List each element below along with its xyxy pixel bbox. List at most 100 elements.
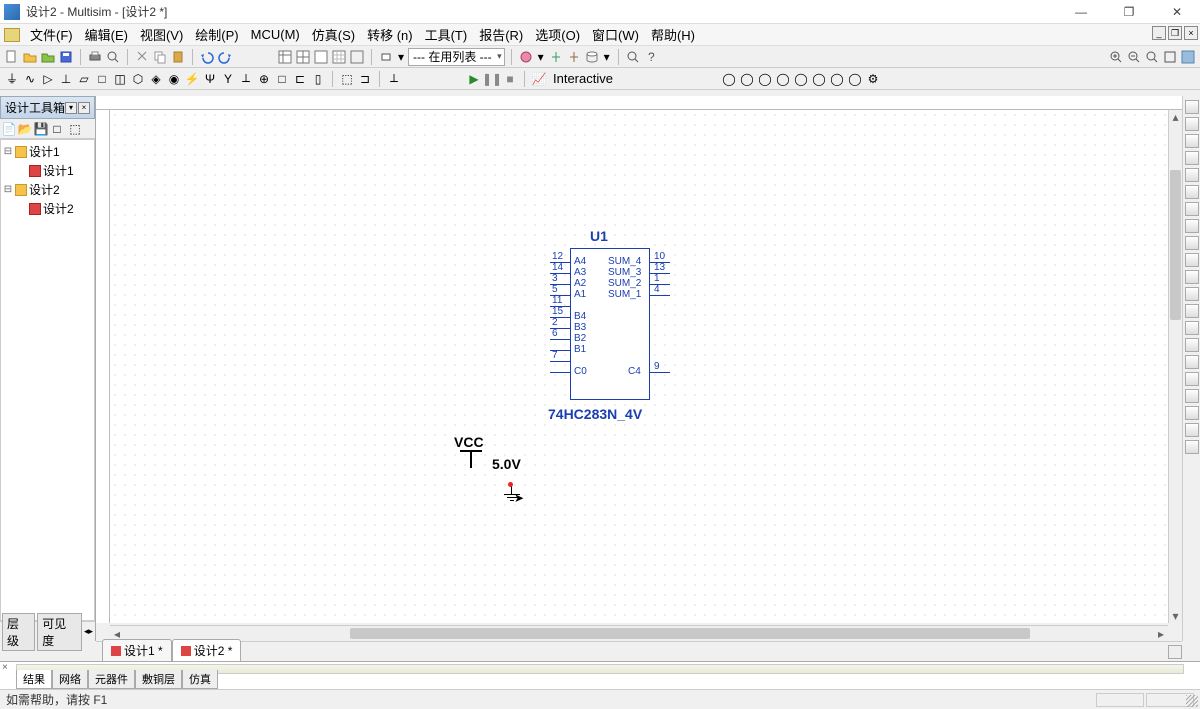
help-button[interactable]: ? [643, 49, 659, 65]
open-button[interactable] [22, 49, 38, 65]
place-ttl-button[interactable]: □ [94, 71, 110, 87]
menu-transfer[interactable]: 转移 (n) [361, 23, 419, 46]
probe8-button[interactable]: ◯ [847, 71, 863, 87]
place-electromech-button[interactable]: ⊕ [256, 71, 272, 87]
place-analog-button[interactable]: ▱ [76, 71, 92, 87]
undo-button[interactable] [199, 49, 215, 65]
in-use-list-dropdown[interactable]: --- 在用列表 --- [408, 48, 505, 66]
instrument-iv-button[interactable] [1185, 270, 1199, 284]
tree-node-design2-child[interactable]: 设计2 [17, 199, 92, 218]
instrument-distortion-button[interactable] [1185, 287, 1199, 301]
menu-help[interactable]: 帮助(H) [645, 23, 701, 46]
menu-edit[interactable]: 编辑(E) [79, 23, 134, 46]
instrument-multimeter-button[interactable] [1185, 100, 1199, 114]
tree-node-design1[interactable]: ⊟ 设计1 [3, 142, 92, 161]
output-tab-results[interactable]: 结果 [16, 670, 52, 689]
instrument-freq-button[interactable] [1185, 202, 1199, 216]
instrument-spectrum-button[interactable] [1185, 304, 1199, 318]
output-tab-simulation[interactable]: 仿真 [182, 670, 218, 689]
component-dd-button[interactable]: ▾ [396, 49, 406, 65]
db-dd-button[interactable]: ▾ [602, 49, 612, 65]
erc-dd-button[interactable]: ▾ [536, 49, 546, 65]
bus-button[interactable]: ⊐ [357, 71, 373, 87]
tree-node-design1-child[interactable]: 设计1 [17, 161, 92, 180]
place-rf-button[interactable]: ⟂ [238, 71, 254, 87]
output-tab-components[interactable]: 元器件 [88, 670, 135, 689]
doc-tab-design1[interactable]: 设计1 * [102, 639, 172, 661]
run-button[interactable]: ▶ [466, 71, 482, 87]
place-source-button[interactable]: ⏚ [4, 71, 20, 87]
probe1-button[interactable]: ◯ [721, 71, 737, 87]
probe7-button[interactable]: ◯ [829, 71, 845, 87]
zoom-fit-button[interactable] [1162, 49, 1178, 65]
maximize-button[interactable]: ❐ [1114, 2, 1144, 22]
instrument-funcgen-button[interactable] [1185, 117, 1199, 131]
horizontal-scrollbar[interactable]: ◂ ▸ [110, 625, 1168, 641]
sidebar-tab-hierarchy[interactable]: 层级 [2, 613, 35, 651]
vscroll-thumb[interactable] [1170, 170, 1181, 320]
probe5-button[interactable]: ◯ [793, 71, 809, 87]
component-button[interactable] [378, 49, 394, 65]
zoom-out-button[interactable] [1126, 49, 1142, 65]
instrument-wattmeter-button[interactable] [1185, 134, 1199, 148]
instrument-elvis-button[interactable] [1185, 423, 1199, 437]
menu-simulate[interactable]: 仿真(S) [306, 23, 361, 46]
design-tree[interactable]: ⊟ 设计1 设计1 ⊟ 设计2 设计2 [0, 139, 95, 621]
find-button[interactable] [625, 49, 641, 65]
junction-button[interactable]: ⟂ [386, 71, 402, 87]
menu-file[interactable]: 文件(F) [24, 23, 79, 46]
probe3-button[interactable]: ◯ [757, 71, 773, 87]
close-button[interactable]: ✕ [1162, 2, 1192, 22]
sidebar-pin-button[interactable]: ▾ [65, 102, 77, 114]
place-diode-button[interactable]: ▷ [40, 71, 56, 87]
place-indicator-button[interactable]: ◉ [166, 71, 182, 87]
output-close-button[interactable]: × [2, 662, 14, 674]
hierarchy-button[interactable]: ⬚ [339, 71, 355, 87]
toggle-spreadsheet-button[interactable] [277, 49, 293, 65]
menu-window[interactable]: 窗口(W) [586, 23, 645, 46]
probe6-button[interactable]: ◯ [811, 71, 827, 87]
instrument-labview-button[interactable] [1185, 406, 1199, 420]
instrument-logicconv-button[interactable] [1185, 253, 1199, 267]
vertical-scrollbar[interactable]: ▴ ▾ [1168, 110, 1182, 623]
menu-options[interactable]: 选项(O) [529, 23, 586, 46]
mdi-close-button[interactable]: × [1184, 26, 1198, 40]
instrument-tek-scope-button[interactable] [1185, 389, 1199, 403]
instrument-logic-button[interactable] [1185, 236, 1199, 250]
zoom-in-button[interactable] [1108, 49, 1124, 65]
probe4-button[interactable]: ◯ [775, 71, 791, 87]
back-annotate-button[interactable] [548, 49, 564, 65]
open-sample-button[interactable] [40, 49, 56, 65]
place-power-button[interactable]: ⚡ [184, 71, 200, 87]
probe-settings-button[interactable]: ⚙ [865, 71, 881, 87]
sidebar-tab-visibility[interactable]: 可见度 [37, 613, 82, 651]
instrument-wordgen-button[interactable] [1185, 219, 1199, 233]
print-button[interactable] [87, 49, 103, 65]
menu-tools[interactable]: 工具(T) [419, 23, 474, 46]
place-ni-button[interactable]: □ [274, 71, 290, 87]
sidebar-close-button[interactable]: × [78, 102, 90, 114]
place-misc2-button[interactable]: Ψ [202, 71, 218, 87]
instrument-4scope-button[interactable] [1185, 168, 1199, 182]
menu-place[interactable]: 绘制(P) [189, 23, 244, 46]
vcc-symbol[interactable] [460, 450, 482, 468]
place-misc-button[interactable]: ⬡ [130, 71, 146, 87]
pause-button[interactable]: ❚❚ [484, 71, 500, 87]
database-button[interactable] [584, 49, 600, 65]
sb-open-button[interactable]: 📂 [18, 122, 32, 136]
sb-new-button[interactable]: 📄 [2, 122, 16, 136]
minimize-button[interactable]: — [1066, 2, 1096, 22]
instrument-agilent-mm-button[interactable] [1185, 355, 1199, 369]
cut-button[interactable] [134, 49, 150, 65]
print-preview-button[interactable] [105, 49, 121, 65]
instrument-agilent-scope-button[interactable] [1185, 372, 1199, 386]
hscroll-thumb[interactable] [350, 628, 1030, 639]
instrument-current-button[interactable] [1185, 440, 1199, 454]
toggle-nets-button[interactable] [313, 49, 329, 65]
fullscreen-button[interactable] [1180, 49, 1196, 65]
place-transistor-button[interactable]: ⊥ [58, 71, 74, 87]
probe2-button[interactable]: ◯ [739, 71, 755, 87]
sb-b-button[interactable]: ⬚ [68, 122, 82, 136]
erc-button[interactable] [518, 49, 534, 65]
place-advanced-button[interactable]: Y [220, 71, 236, 87]
